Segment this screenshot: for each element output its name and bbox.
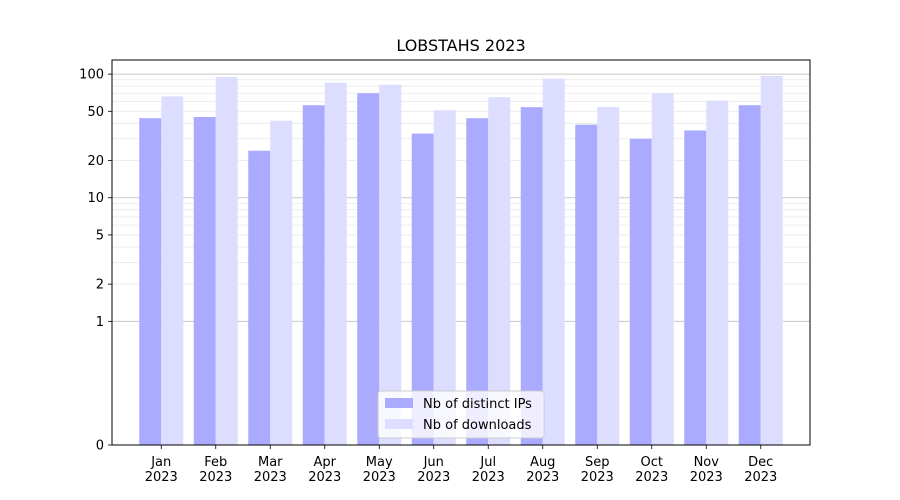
legend-swatch: [385, 419, 413, 429]
y-tick-label: 2: [96, 278, 104, 293]
bar-downloads: [379, 84, 402, 445]
x-tick-label: Oct: [641, 455, 663, 470]
x-tick-label: Feb: [204, 455, 227, 470]
bar-downloads: [433, 110, 456, 445]
x-tick-label: Jan: [150, 455, 171, 470]
legend-swatch: [385, 398, 413, 408]
x-tick-label: 2023: [363, 470, 396, 485]
y-tick-label: 0: [96, 439, 104, 454]
x-tick-label: Mar: [258, 455, 283, 470]
x-tick-label: 2023: [417, 470, 450, 485]
x-tick-label: 2023: [472, 470, 505, 485]
x-tick-label: May: [366, 455, 393, 470]
bar-downloads: [270, 120, 293, 446]
bar-downloads: [651, 93, 674, 445]
bar-downloads: [215, 76, 238, 445]
chart-title: LOBSTAHS 2023: [396, 36, 525, 55]
bar-downloads: [324, 82, 347, 446]
y-tick-label: 50: [87, 105, 104, 120]
legend-label: Nb of downloads: [423, 418, 532, 433]
bar-distinct-ips: [466, 118, 489, 446]
y-tick-label: 1: [96, 315, 104, 330]
legend-label: Nb of distinct IPs: [423, 397, 532, 412]
x-tick-label: Aug: [530, 455, 555, 470]
bar-downloads: [161, 96, 184, 445]
plot-frame: [111, 59, 811, 446]
x-tick-label: 2023: [145, 470, 178, 485]
x-tick-label: 2023: [744, 470, 777, 485]
y-tick-label: 20: [87, 154, 104, 169]
bar-distinct-ips: [629, 138, 652, 446]
y-tick-label: 5: [96, 228, 104, 243]
bar-downloads: [542, 78, 565, 445]
bar-distinct-ips: [193, 116, 216, 445]
bar-distinct-ips: [139, 118, 162, 446]
x-tick-label: Apr: [314, 455, 337, 470]
x-tick-label: 2023: [526, 470, 559, 485]
x-tick-label: Jul: [479, 455, 496, 470]
x-tick-label: 2023: [690, 470, 723, 485]
x-tick-label: Nov: [694, 455, 720, 470]
bar-distinct-ips: [520, 107, 543, 445]
x-tick-label: 2023: [254, 470, 287, 485]
x-tick-label: 2023: [581, 470, 614, 485]
bar-distinct-ips: [684, 130, 707, 445]
x-tick-label: Jun: [423, 455, 444, 470]
y-tick-label: 100: [79, 68, 104, 83]
bar-downloads: [706, 100, 729, 445]
x-tick-label: Dec: [748, 455, 773, 470]
x-tick-label: Sep: [585, 455, 610, 470]
bar-downloads: [597, 107, 620, 445]
bar-distinct-ips: [302, 105, 325, 445]
bar-distinct-ips: [738, 105, 761, 445]
bar-downloads: [488, 97, 511, 446]
bar-distinct-ips: [357, 93, 380, 445]
bar-distinct-ips: [248, 150, 271, 445]
x-tick-label: 2023: [635, 470, 668, 485]
bar-downloads: [760, 75, 783, 445]
x-tick-label: 2023: [308, 470, 341, 485]
bar-distinct-ips: [575, 124, 598, 445]
legend-box: [377, 390, 545, 439]
y-tick-label: 10: [87, 191, 104, 206]
bar-distinct-ips: [411, 133, 434, 445]
x-tick-label: 2023: [199, 470, 232, 485]
